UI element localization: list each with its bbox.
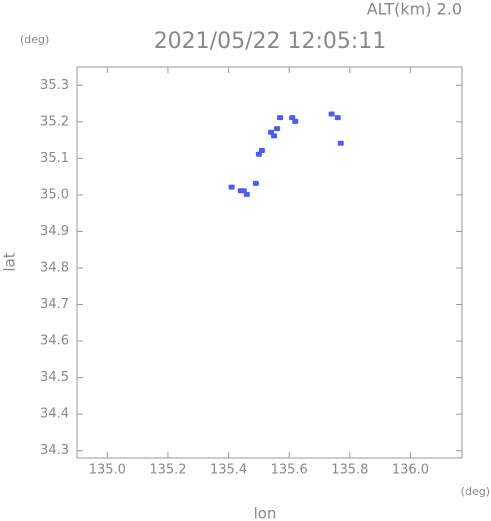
y-tick-label: 34.3	[40, 443, 69, 458]
chart-title: 2021/05/22 12:05:11	[154, 29, 387, 54]
point	[243, 191, 250, 197]
y-tick-label: 35.3	[40, 78, 69, 93]
point	[277, 115, 284, 121]
y-tick-label: 34.8	[40, 260, 69, 275]
point	[337, 140, 344, 146]
x-tick-label: 135.6	[271, 463, 308, 478]
point	[271, 133, 278, 139]
y-tick-label: 35.0	[40, 187, 69, 202]
y-tick-label: 34.7	[40, 297, 69, 312]
x-tick-label: 135.2	[149, 463, 186, 478]
x-tick-label: 135.4	[210, 463, 247, 478]
point	[228, 184, 235, 190]
y-tick-label: 35.2	[40, 114, 69, 129]
x-tick-label: 135.8	[331, 463, 368, 478]
x-tick-label: 136.0	[392, 463, 429, 478]
x-axis-label: lon	[254, 505, 277, 521]
point	[274, 126, 281, 132]
point	[328, 111, 335, 117]
point	[334, 115, 341, 121]
x-unit: (deg)	[461, 485, 490, 498]
y-tick-label: 34.9	[40, 224, 69, 239]
y-tick-label: 35.1	[40, 151, 69, 166]
point	[292, 118, 299, 124]
x-tick-label: 135.0	[89, 463, 126, 478]
point	[258, 148, 265, 154]
y-tick-label: 34.6	[40, 334, 69, 349]
point	[252, 180, 259, 186]
y-unit: (deg)	[20, 33, 49, 46]
plot-frame	[76, 66, 463, 459]
y-tick-label: 34.5	[40, 370, 69, 385]
annotation: ALT(km) 2.0	[367, 0, 462, 19]
y-axis-label: lat	[1, 252, 19, 271]
y-tick-label: 34.4	[40, 407, 69, 422]
